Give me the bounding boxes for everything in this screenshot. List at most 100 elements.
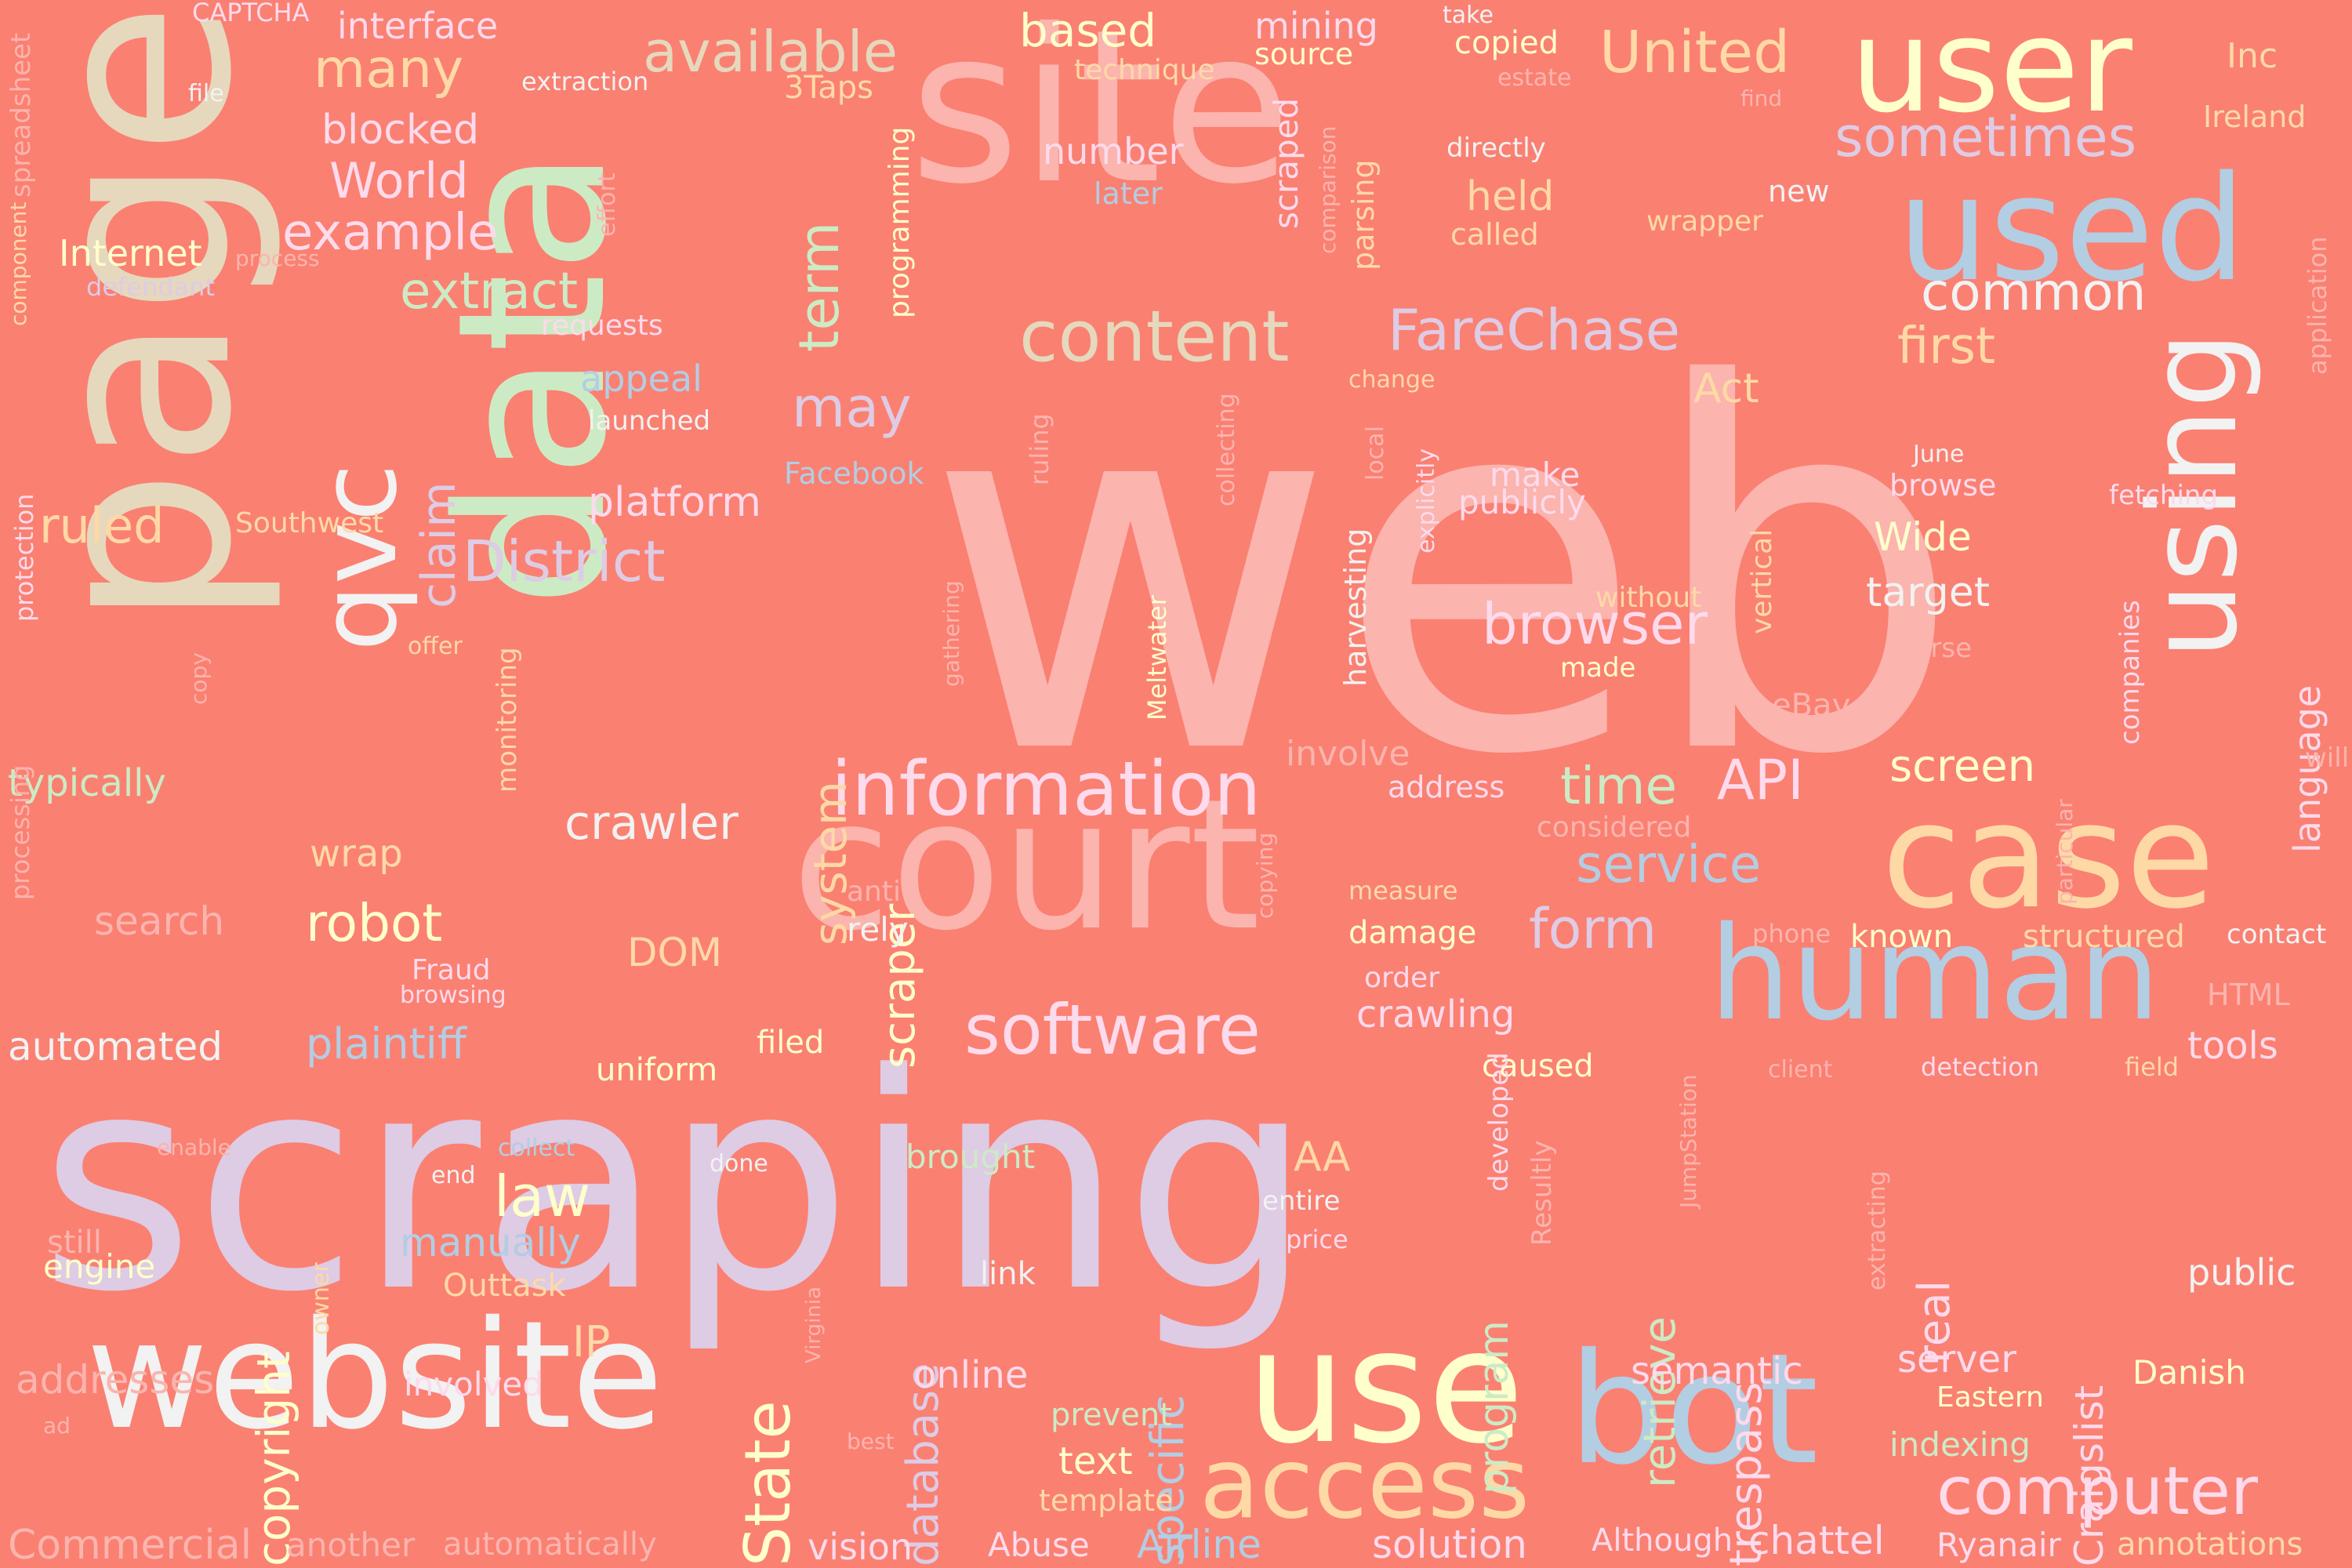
word-retrieve: retrieve (1635, 1316, 1686, 1488)
word-field: field (2125, 1052, 2180, 1082)
word-typically: typically (8, 761, 166, 805)
word-used: used (1897, 144, 2246, 314)
word-extraction: extraction (521, 67, 649, 96)
word-interface: interface (337, 5, 499, 47)
word-resultly: Resultly (1526, 1140, 1558, 1246)
word-example: example (282, 204, 499, 262)
word-parsing: parsing (1346, 159, 1381, 270)
word-programming: programming (884, 126, 916, 318)
word-price: price (1286, 1225, 1348, 1254)
word-local: local (1362, 426, 1389, 481)
word-link: link (980, 1256, 1036, 1292)
word-gathering: gathering (938, 580, 964, 687)
word-time: time (1560, 756, 1678, 816)
word-website: website (86, 1289, 664, 1462)
word-made: made (1560, 652, 1636, 684)
word-ireland: Ireland (2203, 100, 2307, 134)
word-wide: Wide (1874, 514, 1972, 560)
word-law: law (494, 1163, 591, 1229)
word-defendant: defendant (86, 272, 215, 302)
word-phone: phone (1752, 919, 1831, 949)
word-target: target (1866, 569, 1991, 616)
word-qvc: qvc (297, 463, 420, 652)
word-united: United (1599, 19, 1791, 86)
word-ip: IP (572, 1317, 611, 1367)
word-processing: processing (5, 764, 35, 900)
word-component: component (5, 201, 31, 326)
word-enable: enable (157, 1134, 231, 1160)
word-entire: entire (1262, 1185, 1341, 1217)
word-browser: browser (1482, 591, 1708, 657)
word-wrap: wrap (310, 832, 403, 876)
word-number: number (1043, 130, 1184, 172)
word-sometimes: sometimes (1835, 105, 2137, 169)
word-still: still (47, 1225, 102, 1261)
word-copying: copying (1252, 832, 1278, 919)
word-measure: measure (1348, 876, 1458, 906)
word-find: find (1740, 85, 1783, 111)
word-captcha: CAPTCHA (192, 0, 310, 27)
word-source: source (1254, 37, 1354, 71)
word-called: called (1450, 217, 1539, 252)
word-ryanair: Ryanair (1936, 1526, 2061, 1564)
word-bot: bot (1568, 1320, 1819, 1498)
word-address: address (1388, 770, 1505, 804)
word-ad: ad (43, 1413, 71, 1439)
word-available: available (643, 19, 898, 85)
word-vision: vision (808, 1526, 913, 1568)
word-information: information (831, 746, 1261, 833)
word-done: done (710, 1150, 768, 1178)
word-rely: rely (847, 910, 909, 949)
word-process: process (235, 245, 320, 271)
word-common: common (1921, 262, 2147, 322)
word-make: make (1490, 456, 1581, 494)
word-ruling: ruling (1025, 413, 1054, 485)
word-owner: owner (307, 1262, 335, 1335)
word-effort: effort (593, 172, 621, 237)
word-requests: requests (541, 310, 663, 342)
word-southwest: Southwest (235, 507, 384, 539)
word-damage: damage (1348, 915, 1477, 951)
word-application: application (2303, 236, 2332, 375)
word-web: web (925, 280, 1963, 864)
word-monitoring: monitoring (492, 647, 523, 793)
word-end: end (431, 1162, 476, 1189)
word-appeal: appeal (580, 358, 702, 400)
word-manually: manually (400, 1220, 581, 1265)
word-state: State (731, 1400, 804, 1566)
word-collecting: collecting (1213, 393, 1240, 506)
word-api: API (1717, 748, 1804, 812)
word-although: Although (1592, 1523, 1733, 1559)
word-directly: directly (1446, 132, 1546, 164)
word-plaintiff: plaintiff (306, 1019, 466, 1069)
word-term: term (787, 221, 851, 352)
word-another: another (286, 1526, 416, 1564)
word-client: client (1768, 1056, 1833, 1083)
word-text: text (1058, 1439, 1133, 1483)
word-based: based (1019, 4, 1157, 57)
word-crawling: crawling (1356, 993, 1515, 1036)
word-automatically: automatically (443, 1526, 657, 1563)
word-uniform: uniform (596, 1052, 718, 1088)
word-caused: caused (1482, 1048, 1594, 1084)
word-user: user (1850, 0, 2132, 141)
word-ebay: eBay (1772, 688, 1851, 724)
word-fraud: Fraud (412, 954, 491, 986)
word-extracting: extracting (1864, 1171, 1891, 1290)
word-later: later (1094, 176, 1163, 211)
word-scraping: scraping (39, 1010, 1313, 1357)
word-template: template (1039, 1483, 1174, 1518)
word-copy: copy (186, 652, 212, 705)
word-act: Act (1693, 365, 1759, 412)
word-use: use (1247, 1296, 1525, 1479)
word-claim: claim (412, 481, 466, 608)
word-virginia: Virginia (802, 1286, 826, 1363)
word-platform: platform (588, 479, 761, 526)
word-site: site (909, 0, 1292, 230)
word-tools: tools (2187, 1024, 2278, 1068)
word-involved: involved (404, 1365, 543, 1403)
word-craigslist: Craigslist (2067, 1385, 2112, 1566)
word-anti: anti (847, 876, 901, 908)
word-internet: Internet (59, 232, 202, 274)
word-structured: structured (2023, 919, 2185, 955)
